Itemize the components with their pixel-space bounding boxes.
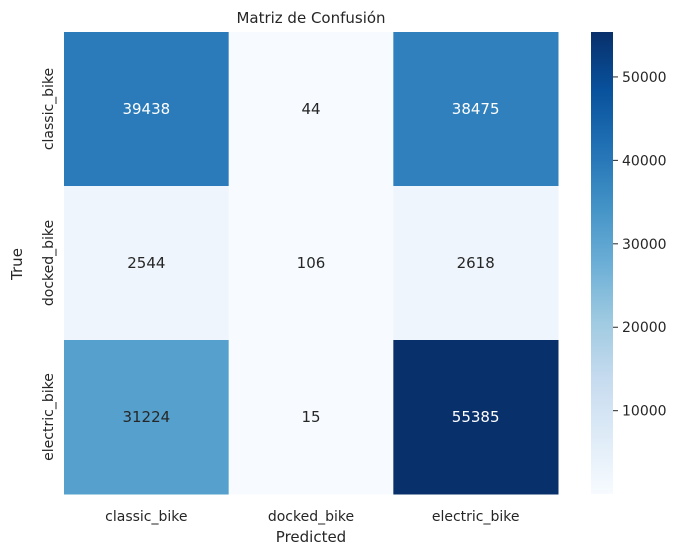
colorbar-tick-label: 10000: [622, 404, 667, 420]
colorbar-tick-label: 30000: [622, 237, 667, 253]
chart-title: Matriz de Confusión: [236, 9, 385, 27]
heatmap-cell: [64, 340, 230, 495]
heatmap-cell: [393, 32, 559, 187]
x-tick-label: docked_bike: [268, 509, 354, 525]
heatmap-cell: [64, 186, 230, 341]
heatmap-cell: [393, 186, 559, 341]
cell-value-label: 2544: [127, 254, 165, 272]
y-tick-label: electric_bike: [41, 373, 57, 461]
heatmap-cell: [64, 32, 230, 187]
x-axis-label: Predicted: [276, 528, 346, 546]
x-tick-labels: classic_bike docked_bike electric_bike: [105, 509, 519, 525]
colorbar-tick-label: 50000: [622, 70, 667, 86]
heatmap-cell: [393, 340, 559, 495]
heatmap-cell: [228, 32, 394, 187]
heatmap-cell: [228, 340, 394, 495]
x-tick-label: classic_bike: [105, 509, 187, 525]
y-axis-label: True: [8, 248, 26, 281]
y-tick-label: docked_bike: [41, 220, 57, 306]
cell-value-label: 39438: [122, 100, 170, 118]
heatmap-cells: 39438 44 38475 2544 106 2618 31224 15 55385: [64, 32, 559, 495]
x-tick-label: electric_bike: [432, 509, 520, 525]
cell-value-label: 15: [301, 408, 320, 426]
colorbar: [591, 32, 613, 494]
colorbar-tick-label: 20000: [622, 320, 667, 336]
cell-value-label: 44: [301, 100, 320, 118]
cell-value-label: 55385: [452, 408, 500, 426]
cell-value-label: 106: [297, 254, 326, 272]
y-tick-labels: classic_bike docked_bike electric_bike: [41, 68, 57, 461]
cell-value-label: 38475: [452, 100, 500, 118]
heatmap-cell: [228, 186, 394, 341]
cell-value-label: 31224: [122, 408, 170, 426]
cell-value-label: 2618: [457, 254, 495, 272]
colorbar-tick-label: 40000: [622, 153, 667, 169]
colorbar-tick-labels: 10000 20000 30000 40000 50000: [613, 70, 667, 420]
y-tick-label: classic_bike: [41, 68, 57, 150]
